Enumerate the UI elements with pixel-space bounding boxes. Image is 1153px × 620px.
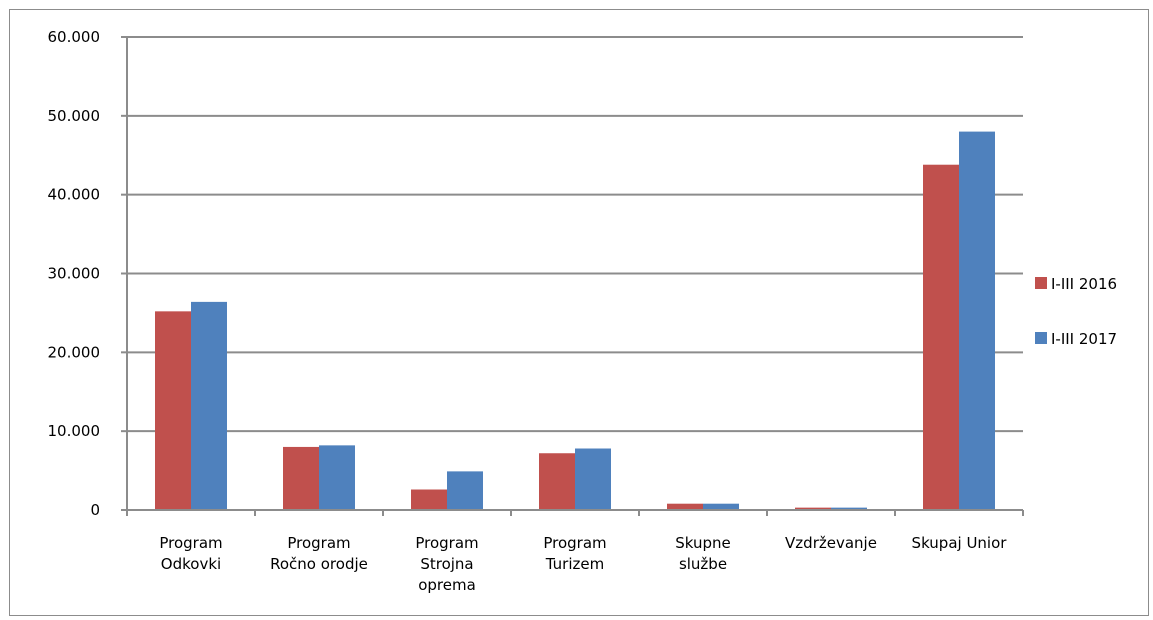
x-tick-label: Program Odkovki [159,534,222,573]
bar [155,311,191,510]
y-tick-label: 50.000 [48,107,101,125]
bar [795,507,831,510]
x-tick-label-line: Turizem [545,555,604,573]
y-tick-label: 60.000 [48,28,101,46]
bar [703,503,739,510]
bar [411,489,447,510]
x-tick-label-line: Skupne [675,534,731,552]
y-tick-label: 20.000 [48,343,101,361]
legend-label: I-III 2016 [1051,275,1117,293]
bar [959,131,995,510]
x-tick-label-line: Ročno orodje [270,555,368,573]
x-tick-label: Vzdrževanje [785,534,877,552]
axes [121,36,1024,516]
legend-swatch [1035,332,1047,344]
gridlines [127,36,1023,433]
bar [831,507,867,510]
x-tick-label: Skupaj Unior [912,534,1008,552]
x-tick-label: Skupne službe [675,534,731,573]
legend-swatch [1035,277,1047,289]
x-tick-label: Program Strojna oprema [415,534,478,594]
x-tick-label-line: oprema [418,576,476,594]
y-tick-labels: 0 10.000 20.000 30.000 40.000 50.000 60.000 [48,28,101,519]
bar [191,301,227,510]
x-tick-label-line: Program [159,534,222,552]
y-tick-label: 30.000 [48,265,101,283]
bar [447,471,483,510]
x-tick-label: Program Ročno orodje [270,534,368,573]
x-tick-label-line: Odkovki [161,555,221,573]
bars [155,131,995,510]
x-tick-label-line: Strojna [420,555,473,573]
legend-label: I-III 2017 [1051,330,1117,348]
bar [319,445,355,510]
x-tick-label: Program Turizem [543,534,606,573]
bar [575,448,611,510]
x-tick-label-line: Program [287,534,350,552]
x-tick-label-line: službe [679,555,727,573]
bar [539,453,575,510]
x-tick-label-line: Program [415,534,478,552]
bar [923,164,959,510]
y-tick-label: 0 [90,501,100,519]
x-tick-label-line: Vzdrževanje [785,534,877,552]
legend: I-III 2016 I-III 2017 [1035,275,1117,348]
x-tick-label-line: Program [543,534,606,552]
bar [667,503,703,510]
y-tick-label: 40.000 [48,186,101,204]
bar [283,446,319,510]
y-tick-label: 10.000 [48,422,101,440]
x-tick-label-line: Skupaj Unior [912,534,1008,552]
